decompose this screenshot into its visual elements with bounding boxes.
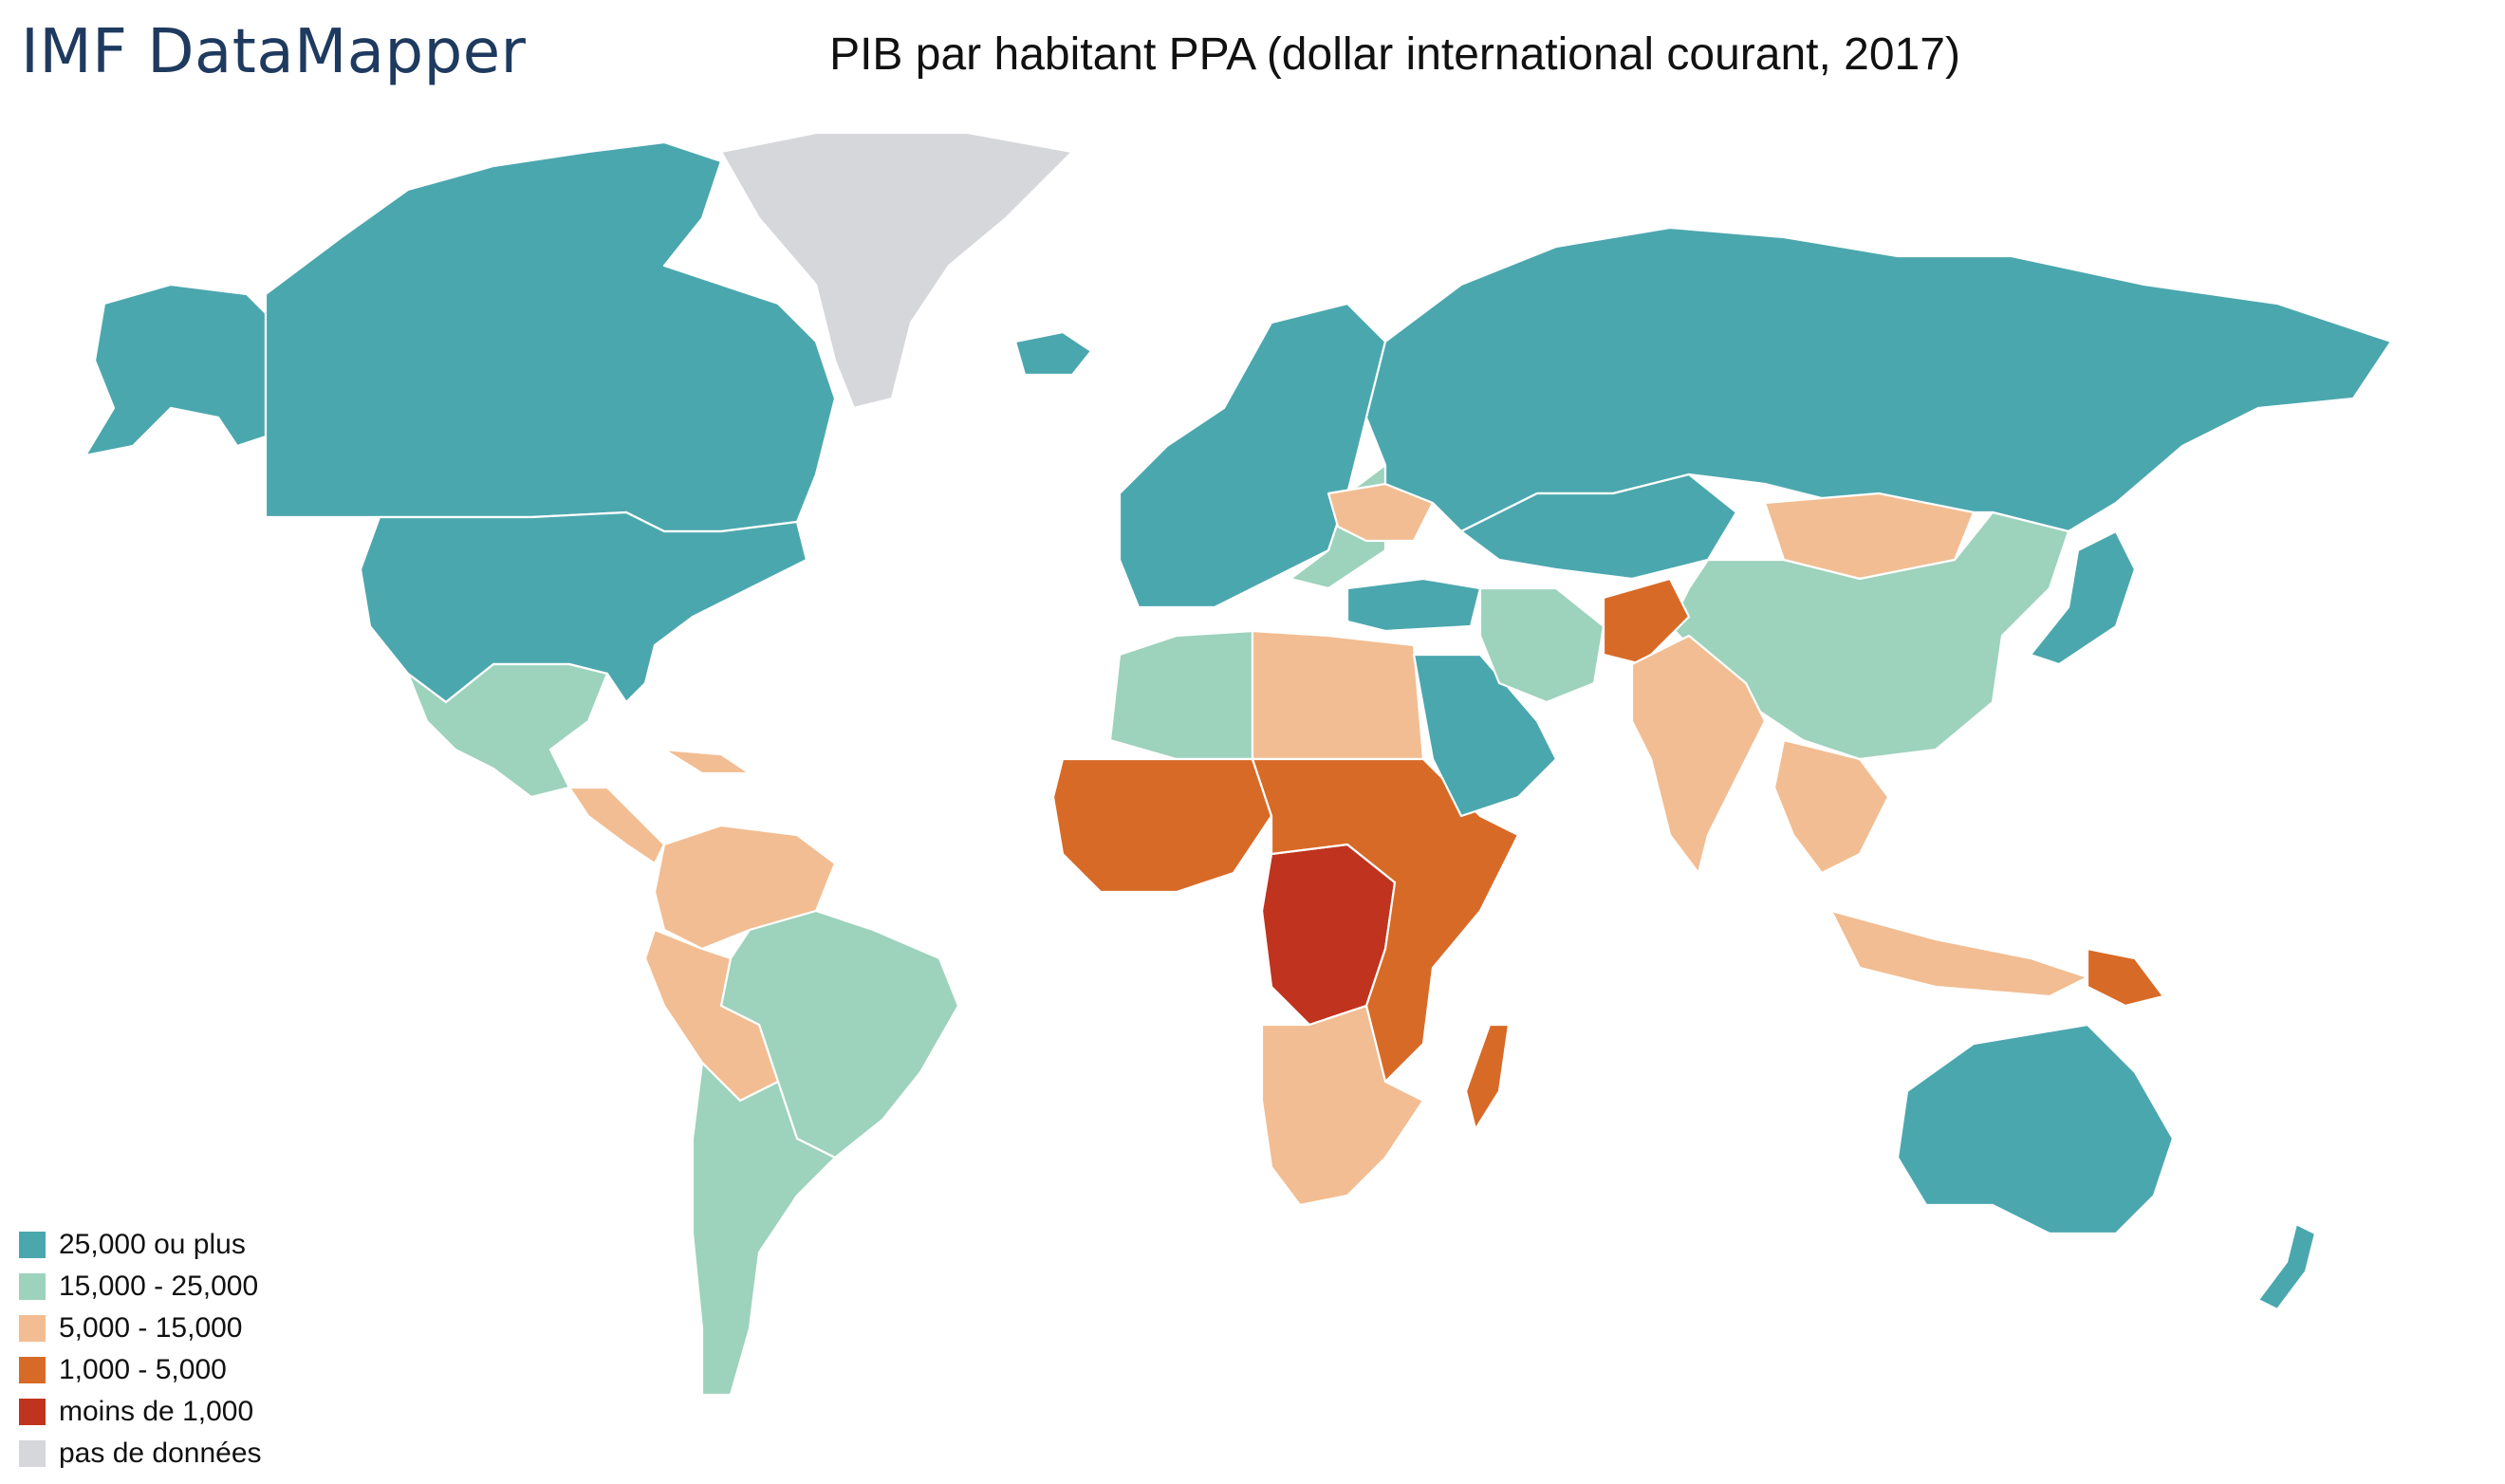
legend-item-15000-25000[interactable]: 15,000 - 25,000 [19, 1266, 262, 1308]
legend-label: 25,000 ou plus [59, 1229, 246, 1260]
region-mexico[interactable] [406, 662, 609, 799]
legend-item-5000-15000[interactable]: 5,000 - 15,000 [19, 1308, 262, 1349]
region-afghanistan[interactable] [1602, 577, 1691, 666]
region-western-europe[interactable] [1118, 302, 1387, 609]
region-arabia[interactable] [1412, 653, 1558, 818]
legend-swatch [19, 1399, 46, 1425]
legend-swatch [19, 1232, 46, 1258]
region-iran[interactable] [1478, 586, 1605, 704]
region-west-africa[interactable] [1051, 757, 1273, 894]
legend-label: 15,000 - 25,000 [59, 1271, 259, 1302]
region-iceland[interactable] [1013, 330, 1093, 377]
region-caribbean[interactable] [662, 748, 752, 775]
region-new-zealand[interactable] [2256, 1222, 2317, 1311]
region-india[interactable] [1630, 634, 1767, 875]
region-indonesia[interactable] [1829, 909, 2089, 998]
legend-item-1000-5000[interactable]: 1,000 - 5,000 [19, 1349, 262, 1391]
legend-swatch [19, 1315, 46, 1342]
legend-swatch [19, 1273, 46, 1300]
region-korea-japan[interactable] [2029, 529, 2137, 666]
legend-label: pas de données [59, 1438, 262, 1469]
map-title: PIB par habitant PPA (dollar internation… [829, 29, 1960, 80]
region-north-africa[interactable] [1108, 629, 1254, 761]
region-southeast-asia[interactable] [1772, 738, 1890, 875]
legend-swatch [19, 1440, 46, 1467]
brand-logo-text: IMF DataMapper [21, 17, 527, 87]
region-kazakhstan[interactable] [1459, 473, 1738, 581]
region-alaska[interactable] [84, 283, 268, 457]
legend-label: 5,000 - 15,000 [59, 1312, 243, 1344]
region-australia[interactable] [1896, 1023, 2175, 1235]
legend-swatch [19, 1357, 46, 1383]
map-legend: 25,000 ou plus 15,000 - 25,000 5,000 - 1… [19, 1224, 262, 1475]
legend-item-25000-plus[interactable]: 25,000 ou plus [19, 1224, 262, 1266]
legend-item-no-data[interactable]: pas de données [19, 1433, 262, 1475]
region-papua-new-guinea[interactable] [2086, 947, 2165, 1008]
region-turkey[interactable] [1345, 577, 1482, 633]
legend-label: 1,000 - 5,000 [59, 1354, 227, 1385]
legend-label: moins de 1,000 [59, 1396, 254, 1427]
region-southern-africa[interactable] [1260, 1004, 1425, 1207]
region-central-america[interactable] [567, 786, 666, 865]
region-russia[interactable] [1364, 226, 2393, 533]
region-southern-cone[interactable] [691, 1061, 837, 1397]
legend-item-under-1000[interactable]: moins de 1,000 [19, 1391, 262, 1433]
region-egypt-libya[interactable] [1251, 629, 1425, 761]
region-madagascar[interactable] [1464, 1023, 1511, 1131]
region-greenland[interactable] [719, 131, 1074, 410]
